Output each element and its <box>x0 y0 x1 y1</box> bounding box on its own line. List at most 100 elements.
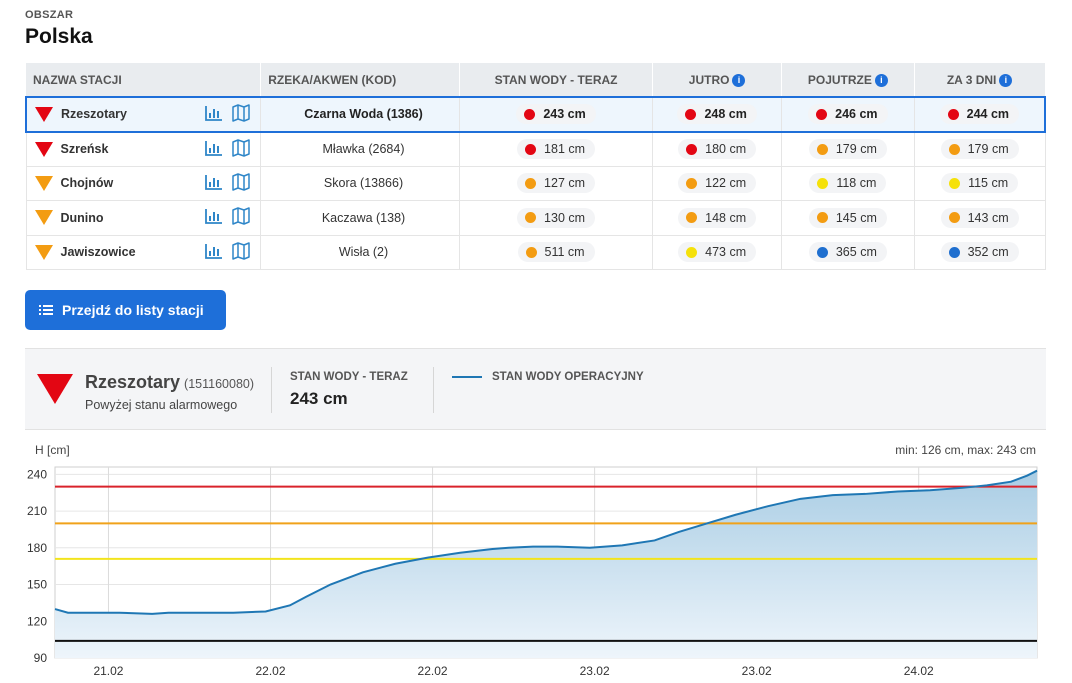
station-cell[interactable]: Rzeszotary <box>25 96 262 133</box>
info-icon[interactable]: i <box>732 73 746 87</box>
map-icon[interactable] <box>231 138 251 160</box>
level-value: 122 cm <box>705 176 747 191</box>
legend-label[interactable]: STAN WODY OPERACYJNY <box>492 371 644 383</box>
header-river[interactable]: RZEKA/AKWEN (KOD) <box>260 63 460 97</box>
level-pill: 352 cm <box>940 242 1019 263</box>
level-pill: 179 cm <box>808 139 887 159</box>
header-station[interactable]: NAZWA STACJI <box>26 63 262 97</box>
station-list-button[interactable]: Przejdź do listy stacji <box>25 290 226 330</box>
level-cell: 248 cm <box>652 96 782 133</box>
station-name: Rzeszotary (151160080) <box>85 372 254 393</box>
area-title: Polska <box>25 25 93 48</box>
map-icon[interactable] <box>231 207 251 228</box>
level-cell: 365 cm <box>781 235 915 270</box>
warning-triangle-icon <box>34 175 53 191</box>
status-dot-icon <box>947 108 959 120</box>
table-row[interactable]: Szreńsk Mławka (2684) 181 cm 180 cm 179 cm 17… <box>25 131 1046 167</box>
y-axis-unit: H [cm] <box>35 443 70 457</box>
level-cell: 244 cm <box>914 96 1046 133</box>
level-cell: 473 cm <box>652 235 782 270</box>
warning-triangle-icon <box>35 106 53 122</box>
header-day-after[interactable]: POJUTRZE i <box>781 63 915 97</box>
level-pill: 118 cm <box>809 173 887 194</box>
level-cell: 179 cm <box>914 131 1046 167</box>
level-value: 243 cm <box>543 107 586 122</box>
status-dot-icon <box>525 143 537 155</box>
warning-triangle-icon <box>34 210 53 226</box>
level-value: 511 cm <box>544 245 585 260</box>
level-pill: 244 cm <box>939 104 1020 125</box>
table-row[interactable]: Dunino Kaczawa (138) 130 cm 148 cm 145 cm 143… <box>25 200 1046 236</box>
status-dot-icon <box>816 246 828 258</box>
map-icon[interactable] <box>231 242 251 263</box>
level-value: 352 cm <box>967 245 1009 260</box>
x-tick-label: 24.02 <box>904 664 934 678</box>
y-tick-label: 210 <box>27 504 47 518</box>
level-pill: 148 cm <box>678 207 757 228</box>
level-cell: 148 cm <box>652 200 782 236</box>
level-pill: 511 cm <box>517 242 595 263</box>
map-icon[interactable] <box>231 173 251 194</box>
level-value: 246 cm <box>835 107 878 122</box>
level-value: 365 cm <box>835 245 877 260</box>
current-level-value: 243 cm <box>290 389 348 408</box>
table-row[interactable]: Chojnów Skora (13866) 127 cm 122 cm 118 cm 11… <box>25 166 1046 201</box>
status-dot-icon <box>949 177 961 189</box>
level-cell: 243 cm <box>459 96 654 133</box>
level-pill: 145 cm <box>808 207 887 228</box>
table-row[interactable]: Jawiszowice Wisła (2) 511 cm 473 cm 365 cm 35… <box>25 235 1046 270</box>
x-tick-label: 21.02 <box>93 664 123 678</box>
status-dot-icon <box>948 212 960 224</box>
level-value: 127 cm <box>544 176 586 191</box>
level-cell: 130 cm <box>459 200 654 236</box>
water-level-chart[interactable]: H [cm] min: 126 cm, max: 243 cm 90 120 150… <box>25 430 1046 683</box>
level-value: 143 cm <box>967 210 1009 225</box>
header-in-3-days[interactable]: ZA 3 DNI i <box>914 63 1046 97</box>
river-cell: Mławka (2684) <box>260 131 460 167</box>
station-cell[interactable]: Jawiszowice <box>25 235 262 270</box>
map-icon[interactable] <box>231 104 251 125</box>
station-name[interactable]: Rzeszotary <box>61 107 127 122</box>
x-tick-label: 22.02 <box>418 664 448 678</box>
status-dot-icon <box>816 212 828 224</box>
station-name[interactable]: Jawiszowice <box>60 245 136 260</box>
y-tick-label: 120 <box>27 614 47 628</box>
level-cell: 143 cm <box>914 200 1046 236</box>
station-code: (151160080) <box>184 377 255 391</box>
info-icon[interactable]: i <box>874 73 888 87</box>
table-row[interactable]: Rzeszotary Czarna Woda (1386) 243 cm 248 cm… <box>25 96 1046 133</box>
chart-icon[interactable] <box>204 139 224 160</box>
chart-icon[interactable] <box>204 173 224 194</box>
level-pill: 246 cm <box>808 104 888 125</box>
station-name[interactable]: Chojnów <box>60 176 114 191</box>
level-cell: 179 cm <box>781 131 915 167</box>
header-now[interactable]: STAN WODY - TERAZ <box>459 63 654 97</box>
level-cell: 180 cm <box>652 131 782 167</box>
level-pill: 115 cm <box>941 173 1019 194</box>
level-value: 180 cm <box>705 142 747 156</box>
y-tick-label: 90 <box>34 651 48 665</box>
chart-icon[interactable] <box>204 207 224 228</box>
header-tomorrow[interactable]: JUTRO i <box>652 63 782 97</box>
station-name[interactable]: Szreńsk <box>60 142 109 156</box>
level-cell: 127 cm <box>459 166 654 201</box>
info-icon[interactable]: i <box>999 73 1013 87</box>
x-tick-label: 23.02 <box>742 664 772 678</box>
station-cell[interactable]: Dunino <box>25 200 262 236</box>
station-cell[interactable]: Chojnów <box>25 166 262 201</box>
chart-icon[interactable] <box>204 242 224 263</box>
chart-icon[interactable] <box>204 104 224 125</box>
status-dot-icon <box>816 108 828 120</box>
current-level-label: STAN WODY - TERAZ <box>290 371 408 383</box>
header-in-3-days-label: ZA 3 DNI <box>946 72 997 87</box>
y-tick-label: 180 <box>27 541 47 555</box>
station-name[interactable]: Dunino <box>60 210 104 225</box>
station-cell[interactable]: Szreńsk <box>25 131 262 167</box>
level-cell: 181 cm <box>459 131 654 167</box>
chart-svg[interactable]: 90 120 150 180 210 240 21.02 22.02 22.02 23.02 23.… <box>25 430 1046 683</box>
status-dot-icon <box>525 212 537 224</box>
status-dot-icon <box>816 143 828 155</box>
header-tomorrow-label: JUTRO <box>688 72 730 87</box>
level-value: 148 cm <box>705 210 747 225</box>
warning-triangle-icon <box>34 244 53 260</box>
